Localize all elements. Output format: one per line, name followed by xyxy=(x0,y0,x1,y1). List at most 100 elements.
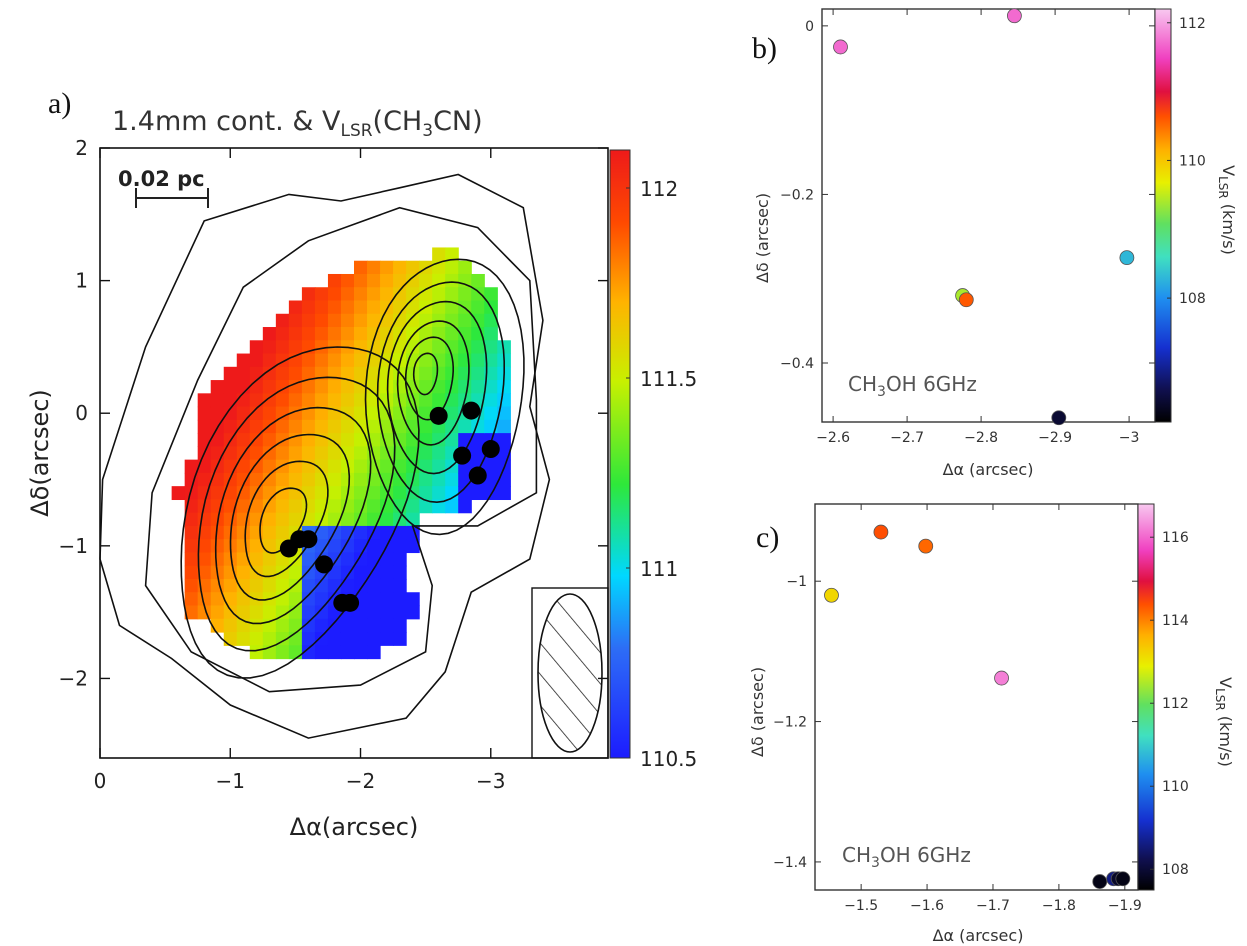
velocity-pixel xyxy=(275,578,290,593)
panel-a-xtick-label: −1 xyxy=(216,769,245,793)
velocity-pixel xyxy=(367,260,381,275)
velocity-pixel xyxy=(432,247,446,262)
velocity-pixel xyxy=(354,300,368,315)
velocity-pixel xyxy=(223,592,238,607)
velocity-pixel xyxy=(262,327,277,341)
velocity-pixel xyxy=(367,618,381,633)
panel-a: a) 1.4mm cont. & VLSR(CH3CN) 0.02 pc 0 −1… xyxy=(26,87,697,841)
contour-line xyxy=(404,336,454,421)
velocity-pixel xyxy=(301,552,316,567)
contour-line xyxy=(214,406,372,625)
velocity-pixel xyxy=(249,578,264,593)
velocity-pixel xyxy=(301,472,316,487)
velocity-pixel xyxy=(249,632,264,646)
velocity-pixel xyxy=(380,459,394,474)
velocity-pixel xyxy=(380,393,394,408)
velocity-pixel xyxy=(262,486,277,501)
velocity-pixel xyxy=(288,340,303,355)
velocity-pixel xyxy=(236,366,251,381)
maser-spot xyxy=(468,466,487,485)
panel-b-colorbar-tick-label: 110 xyxy=(1179,153,1206,169)
velocity-pixel xyxy=(327,300,342,315)
velocity-pixel xyxy=(223,486,238,501)
velocity-pixel xyxy=(223,446,238,461)
maser-spot xyxy=(481,440,500,459)
velocity-pixel xyxy=(288,313,303,328)
velocity-pixel xyxy=(340,313,355,328)
velocity-pixel xyxy=(458,327,472,341)
velocity-pixel xyxy=(301,592,316,607)
velocity-pixel xyxy=(210,433,225,447)
velocity-pixel xyxy=(354,552,368,567)
velocity-pixel xyxy=(327,273,342,288)
panel-a-ylabel: Δδ(arcsec) xyxy=(26,389,54,517)
velocity-pixel xyxy=(354,525,368,540)
velocity-pixel xyxy=(406,300,420,315)
velocity-pixel xyxy=(262,472,277,487)
velocity-pixel xyxy=(484,472,498,487)
velocity-pixel xyxy=(314,605,329,620)
velocity-pixel xyxy=(458,340,472,355)
velocity-pixel xyxy=(249,393,264,408)
velocity-pixel xyxy=(393,313,407,328)
panel-c-axes: −1.5 −1.6 −1.7 −1.8 −1.9 −1 −1.2 −1.4 xyxy=(773,504,1142,914)
panel-c-xlabel: Δα (arcsec) xyxy=(933,926,1024,945)
velocity-pixel xyxy=(262,499,277,514)
velocity-pixel xyxy=(445,287,459,302)
velocity-pixel xyxy=(262,446,277,461)
velocity-pixel xyxy=(484,327,498,341)
velocity-pixel xyxy=(367,539,381,554)
velocity-pixel xyxy=(301,287,316,302)
contour-line xyxy=(412,352,439,396)
panel-a-colorbar-tick-label: 111.5 xyxy=(640,367,697,391)
velocity-pixel xyxy=(380,565,394,580)
velocity-pixel xyxy=(484,380,498,394)
velocity-pixel xyxy=(236,406,251,421)
velocity-pixel xyxy=(471,340,485,355)
velocity-pixel xyxy=(301,499,316,514)
velocity-pixel xyxy=(275,618,290,633)
velocity-pixel xyxy=(393,486,407,501)
velocity-pixel xyxy=(262,552,277,567)
velocity-pixel xyxy=(327,287,342,302)
panel-c-ylabel: Δδ (arcsec) xyxy=(748,667,767,757)
velocity-pixel xyxy=(367,645,381,660)
velocity-pixel xyxy=(419,393,433,408)
velocity-pixel xyxy=(340,380,355,394)
velocity-pixel xyxy=(419,353,433,368)
panel-c: c) −1.5 −1.6 −1.7 −1.8 −1.9 −1 −1.2 −1.4 CH3OH … xyxy=(748,503,1235,945)
velocity-pixel xyxy=(458,313,472,328)
panel-b-annotation: CH3OH 6GHz xyxy=(848,372,977,400)
maser-spot xyxy=(994,670,1009,686)
velocity-pixel xyxy=(262,525,277,540)
velocity-pixel xyxy=(197,552,212,567)
velocity-pixel xyxy=(210,552,225,567)
velocity-pixel xyxy=(197,433,212,447)
velocity-pixel xyxy=(301,645,316,660)
contour-line xyxy=(259,487,308,554)
velocity-pixel xyxy=(236,578,251,593)
velocity-pixel xyxy=(236,353,251,368)
velocity-pixel xyxy=(327,353,342,368)
velocity-pixel xyxy=(367,632,381,646)
panel-c-colorbar-tick-label: 112 xyxy=(1162,696,1189,712)
maser-spot xyxy=(462,401,481,420)
velocity-pixel xyxy=(471,287,485,302)
velocity-pixel xyxy=(497,486,511,501)
velocity-pixel xyxy=(288,592,303,607)
velocity-pixel xyxy=(314,592,329,607)
velocity-pixel xyxy=(262,459,277,474)
velocity-pixel xyxy=(380,525,394,540)
velocity-pixel xyxy=(367,406,381,421)
velocity-pixel xyxy=(340,353,355,368)
velocity-pixel xyxy=(327,645,342,660)
velocity-pixel xyxy=(458,419,472,434)
velocity-pixel xyxy=(223,565,238,580)
velocity-pixel xyxy=(367,499,381,514)
panel-a-ytick-label: 0 xyxy=(75,401,88,425)
velocity-pixel xyxy=(249,552,264,567)
velocity-pixel xyxy=(340,578,355,593)
panel-a-ytick-label: −2 xyxy=(59,666,88,690)
panel-a-colorbar-tick-label: 112 xyxy=(640,177,678,201)
velocity-pixel xyxy=(210,486,225,501)
